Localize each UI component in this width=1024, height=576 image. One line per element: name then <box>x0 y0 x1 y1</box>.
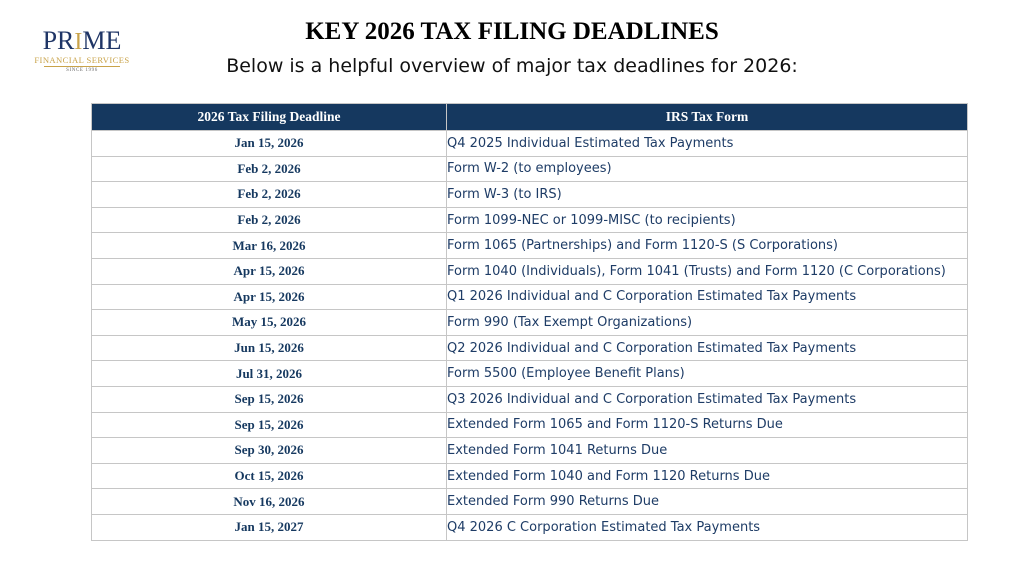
deadline-date-cell: Feb 2, 2026 <box>91 206 447 234</box>
deadline-date-cell: Apr 15, 2026 <box>91 257 447 285</box>
deadline-date-cell: Jan 15, 2027 <box>91 513 447 541</box>
irs-form-cell: Form W-3 (to IRS) <box>446 181 968 208</box>
table-row: Jul 31, 2026 Form 5500 (Employee Benefit … <box>91 360 968 387</box>
table-row: May 15, 2026 Form 990 (Tax Exempt Organiz… <box>91 309 968 336</box>
column-header-form: IRS Tax Form <box>446 103 968 131</box>
irs-form-cell: Q4 2026 C Corporation Estimated Tax Paym… <box>446 513 968 541</box>
table-header-row: 2026 Tax Filing Deadline IRS Tax Form <box>91 103 968 131</box>
logo-wordmark: PRIME <box>30 26 134 56</box>
irs-form-cell: Q1 2026 Individual and C Corporation Est… <box>446 283 968 311</box>
table-row: Mar 16, 2026 Form 1065 (Partnerships) and… <box>91 232 968 259</box>
deadline-date-cell: Sep 30, 2026 <box>91 437 447 464</box>
irs-form-cell: Form 1099-NEC or 1099-MISC (to recipient… <box>446 206 968 234</box>
logo-subtitle: FINANCIAL SERVICES <box>34 55 130 65</box>
logo-since: SINCE 1996 <box>44 66 120 74</box>
deadline-date-cell: Nov 16, 2026 <box>91 488 447 515</box>
logo-word-start: PR <box>42 26 75 55</box>
table-row: Oct 15, 2026 Extended Form 1040 and Form … <box>91 462 968 490</box>
table-row: Feb 2, 2026 Form W-2 (to employees) <box>91 155 968 183</box>
deadline-date-cell: Oct 15, 2026 <box>91 462 447 490</box>
deadline-date-cell: Feb 2, 2026 <box>91 155 447 183</box>
table-row: Jan 15, 2026 Q4 2025 Individual Estimated… <box>91 130 968 157</box>
irs-form-cell: Q3 2026 Individual and C Corporation Est… <box>446 385 968 413</box>
table-row: Sep 15, 2026 Q3 2026 Individual and C Cor… <box>91 385 968 413</box>
page-subtitle: Below is a helpful overview of major tax… <box>226 55 798 77</box>
irs-form-cell: Extended Form 990 Returns Due <box>446 488 968 515</box>
deadline-date-cell: Jan 15, 2026 <box>91 130 447 157</box>
irs-form-cell: Extended Form 1065 and Form 1120-S Retur… <box>446 411 968 439</box>
irs-form-cell: Q2 2026 Individual and C Corporation Est… <box>446 334 968 362</box>
deadline-date-cell: Jun 15, 2026 <box>91 334 447 362</box>
irs-form-cell: Extended Form 1040 and Form 1120 Returns… <box>446 462 968 490</box>
table-row: Apr 15, 2026 Form 1040 (Individuals), For… <box>91 257 968 285</box>
table-row: Feb 2, 2026 Form W-3 (to IRS) <box>91 181 968 208</box>
deadline-date-cell: May 15, 2026 <box>91 309 447 336</box>
deadline-date-cell: Apr 15, 2026 <box>91 283 447 311</box>
company-logo: PRIME FINANCIAL SERVICES SINCE 1996 <box>30 28 134 74</box>
table-row: Jan 15, 2027 Q4 2026 C Corporation Estima… <box>91 513 968 541</box>
irs-form-cell: Q4 2025 Individual Estimated Tax Payment… <box>446 130 968 157</box>
table-row: Nov 16, 2026 Extended Form 990 Returns Du… <box>91 488 968 515</box>
deadline-date-cell: Mar 16, 2026 <box>91 232 447 259</box>
irs-form-cell: Form 5500 (Employee Benefit Plans) <box>446 360 968 387</box>
irs-form-cell: Form W-2 (to employees) <box>446 155 968 183</box>
table-row: Feb 2, 2026 Form 1099-NEC or 1099-MISC (t… <box>91 206 968 234</box>
irs-form-cell: Form 1065 (Partnerships) and Form 1120-S… <box>446 232 968 259</box>
deadlines-table: 2026 Tax Filing Deadline IRS Tax Form Ja… <box>91 103 968 541</box>
caduceus-icon: I <box>74 29 83 55</box>
logo-word-end: ME <box>82 26 122 55</box>
deadline-date-cell: Sep 15, 2026 <box>91 411 447 439</box>
column-header-deadline: 2026 Tax Filing Deadline <box>91 103 447 131</box>
table-row: Sep 15, 2026 Extended Form 1065 and Form … <box>91 411 968 439</box>
table-row: Apr 15, 2026 Q1 2026 Individual and C Cor… <box>91 283 968 311</box>
irs-form-cell: Extended Form 1041 Returns Due <box>446 437 968 464</box>
irs-form-cell: Form 990 (Tax Exempt Organizations) <box>446 309 968 336</box>
irs-form-cell: Form 1040 (Individuals), Form 1041 (Trus… <box>446 257 968 285</box>
page-title: KEY 2026 TAX FILING DEADLINES <box>305 18 719 45</box>
deadline-date-cell: Sep 15, 2026 <box>91 385 447 413</box>
table-row: Sep 30, 2026 Extended Form 1041 Returns D… <box>91 437 968 464</box>
deadline-date-cell: Jul 31, 2026 <box>91 360 447 387</box>
deadline-date-cell: Feb 2, 2026 <box>91 181 447 208</box>
table-body: Jan 15, 2026 Q4 2025 Individual Estimated… <box>91 130 968 541</box>
table-row: Jun 15, 2026 Q2 2026 Individual and C Cor… <box>91 334 968 362</box>
